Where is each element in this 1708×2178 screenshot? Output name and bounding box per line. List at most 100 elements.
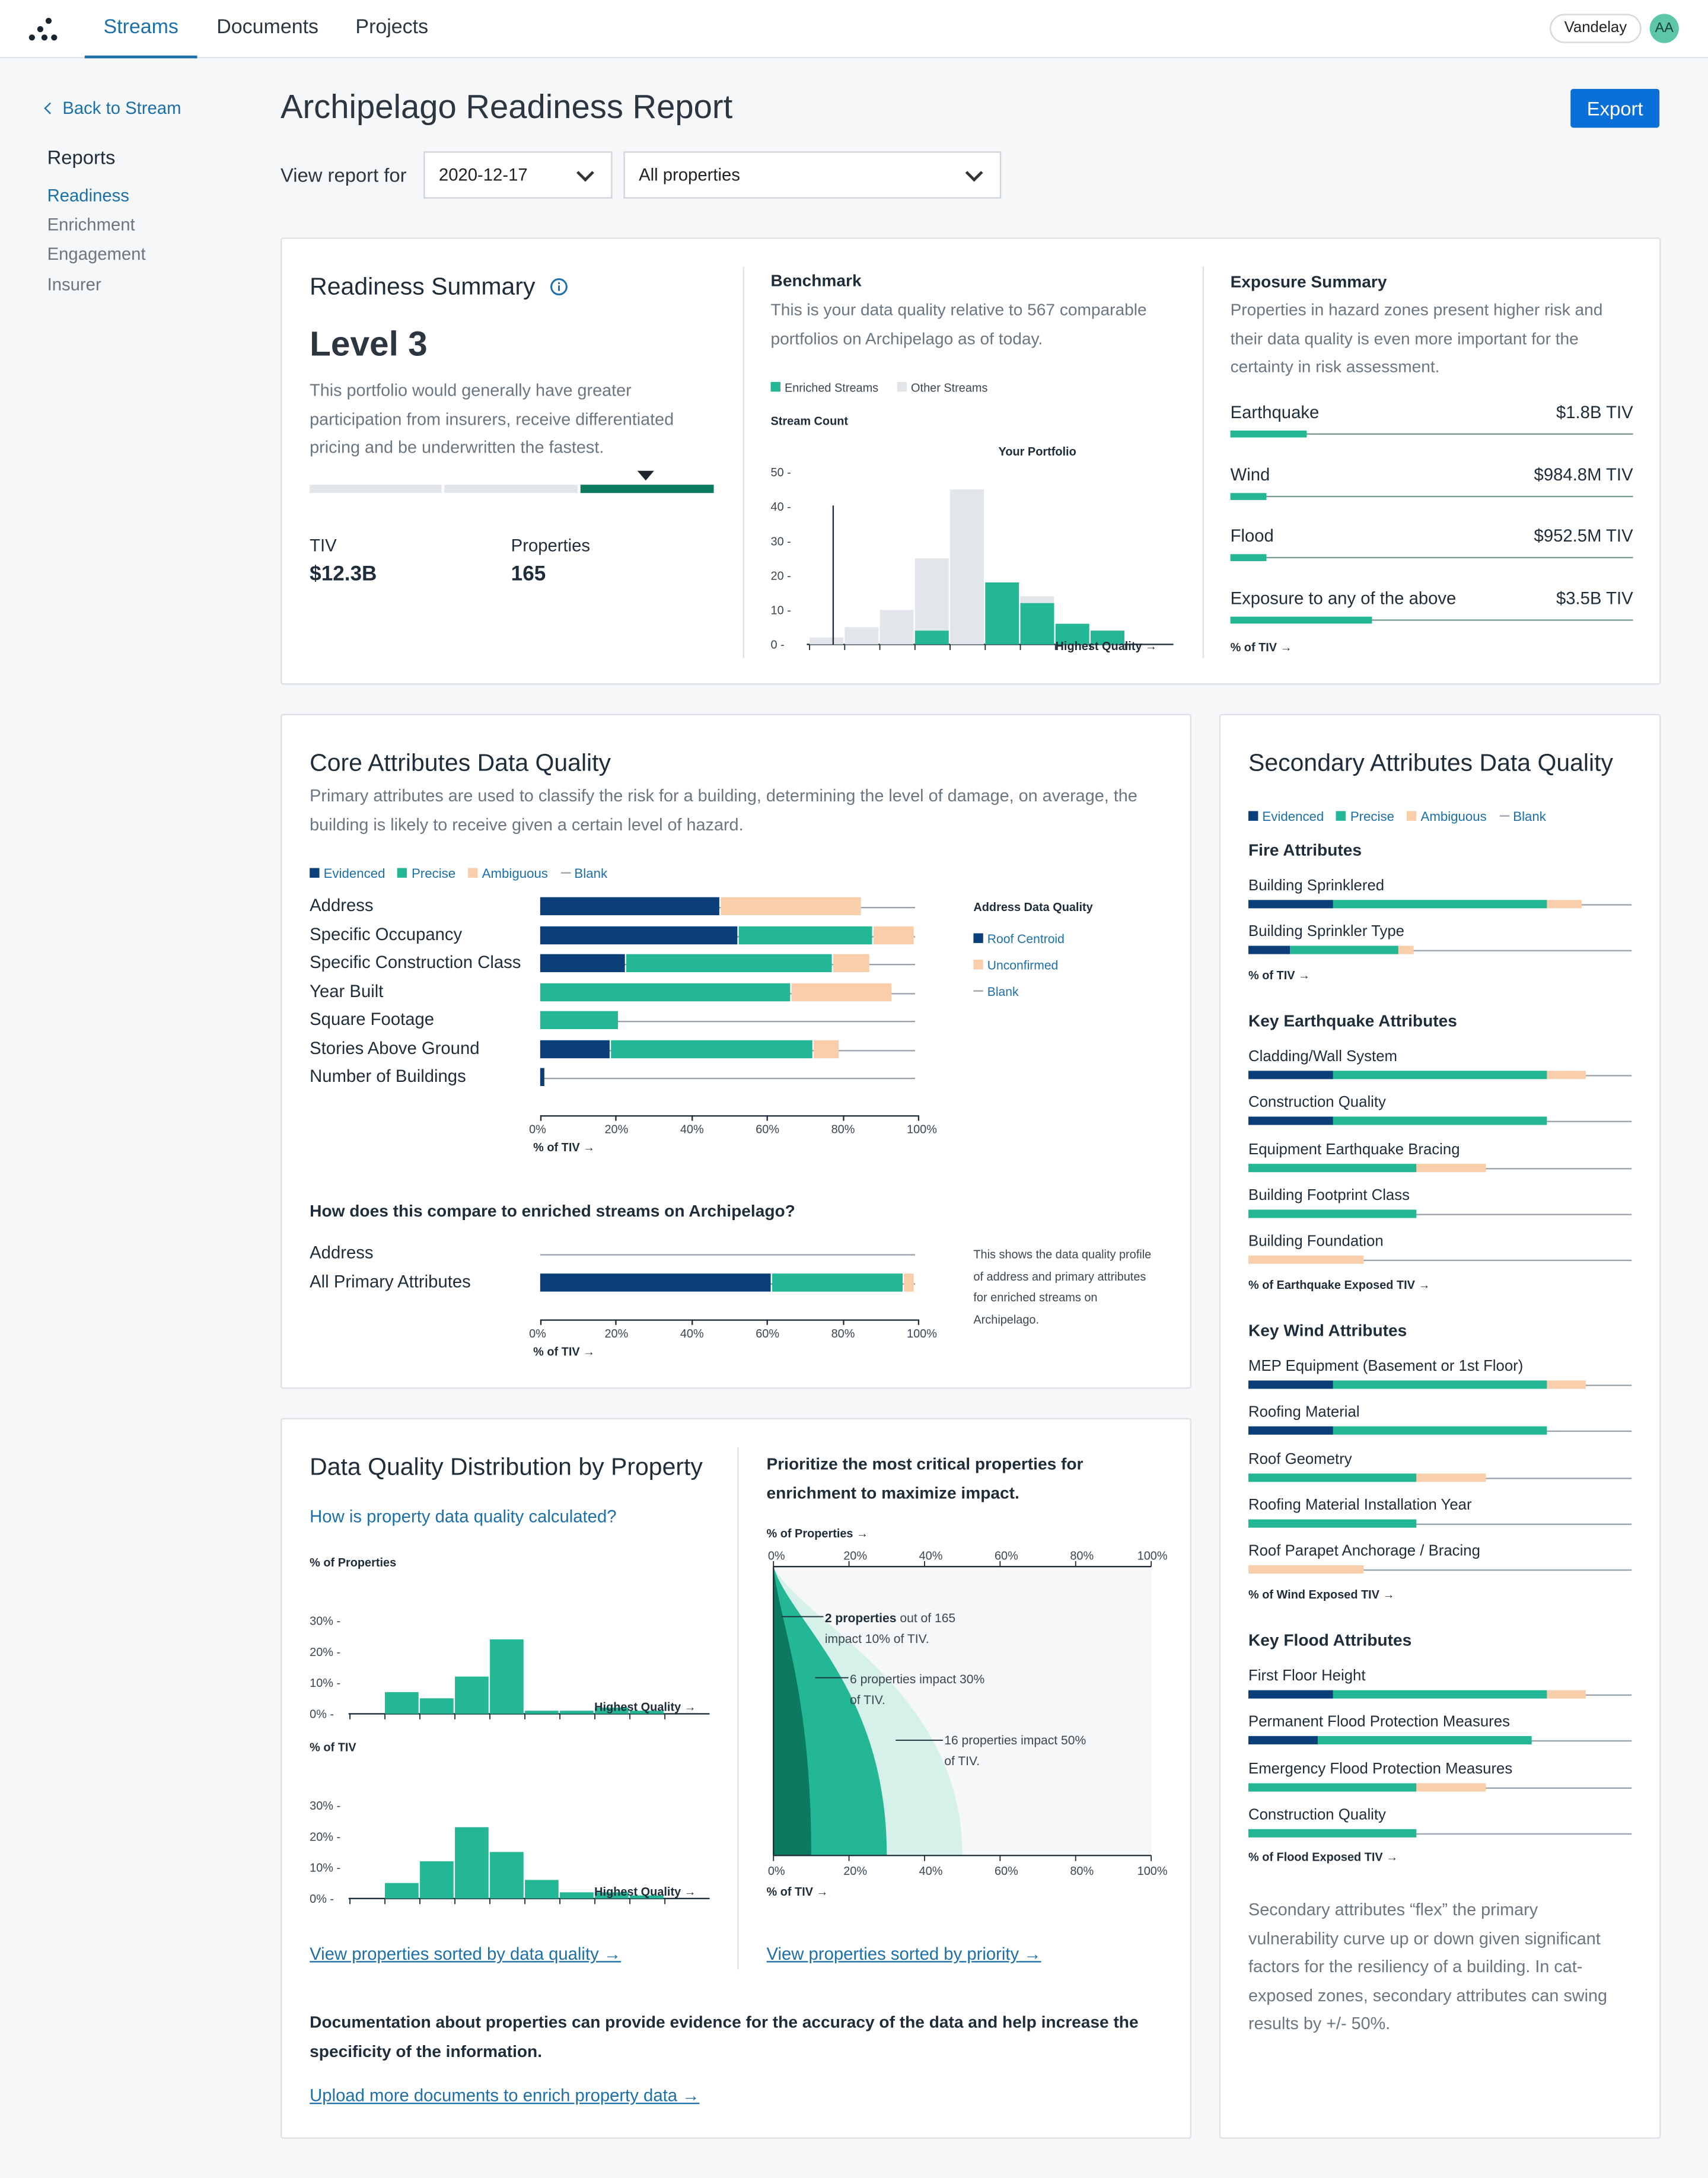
bar-segment	[772, 1272, 903, 1291]
sorted-by-priority-link[interactable]: View properties sorted by priority →	[766, 1944, 1041, 1964]
sidebar-item-enrichment[interactable]: Enrichment	[47, 215, 135, 235]
stream-count-label: Stream Count	[770, 413, 849, 428]
properties-label: Properties	[511, 536, 591, 556]
x-tick-label: 0%	[529, 1122, 546, 1136]
x-tick	[540, 1115, 542, 1121]
core-legend: Evidenced Precise Ambiguous Blank	[310, 859, 620, 884]
level-segment-3	[580, 485, 714, 493]
attribute-segment	[1333, 1117, 1548, 1126]
back-label: Back to Stream	[62, 98, 181, 119]
org-switcher[interactable]: Vandelay	[1550, 14, 1642, 43]
attribute-label: Building Sprinklered	[1248, 877, 1385, 894]
avatar[interactable]: AA	[1649, 14, 1679, 43]
upload-documents-link[interactable]: Upload more documents to enrich property…	[310, 2085, 700, 2106]
readiness-summary-title: Readiness Summary	[310, 272, 568, 301]
exposure-value: $984.8M TIV	[1534, 464, 1633, 485]
legend-blank: Blank	[973, 979, 1064, 1005]
bar-track	[540, 1254, 916, 1256]
top-tick-label: 40%	[919, 1550, 943, 1563]
exposure-label: Flood	[1230, 526, 1274, 546]
y-tick-label: 40 -	[771, 501, 791, 514]
level-description: This portfolio would generally have grea…	[310, 380, 674, 457]
attribute-track	[1248, 1214, 1632, 1215]
attribute-segment	[1317, 1736, 1532, 1745]
bar-label: Stories Above Ground	[310, 1038, 480, 1058]
y-tick-label: 10 -	[771, 604, 791, 617]
attribute-segment	[1248, 1829, 1417, 1838]
x-tick	[842, 1319, 844, 1325]
sidebar-item-insurer[interactable]: Insurer	[47, 275, 101, 295]
divider	[743, 266, 745, 658]
archipelago-logo-icon[interactable]	[28, 15, 59, 43]
hist2-xlabel: Highest Quality →	[594, 1884, 696, 1899]
attribute-track	[1248, 1523, 1632, 1525]
chevron-down-icon	[576, 164, 594, 182]
bar-label: Year Built	[310, 981, 384, 1001]
x-tick	[842, 1115, 844, 1121]
quality-calc-link[interactable]: How is property data quality calculated?	[310, 1507, 617, 1527]
bar-track	[540, 1021, 916, 1023]
exposure-title: Exposure Summary	[1230, 272, 1387, 292]
histogram-bar	[490, 1852, 524, 1899]
nav-documents[interactable]: Documents	[216, 17, 319, 39]
info-icon[interactable]	[550, 278, 568, 295]
bar-segment	[791, 982, 891, 1001]
attribute-segment	[1248, 1565, 1363, 1574]
date-value: 2020-12-17	[438, 165, 528, 185]
back-to-stream-link[interactable]: Back to Stream	[44, 98, 181, 119]
exposure-track	[1230, 619, 1633, 620]
bar-segment	[540, 1011, 618, 1030]
benchmark-legend: Enriched Streams Other Streams	[770, 374, 1000, 399]
attribute-group-title: Key Wind Attributes	[1248, 1320, 1407, 1340]
properties-histogram: 30% - 20% - 10% - 0% -	[310, 1615, 710, 1721]
attribute-segment	[1248, 1782, 1417, 1791]
annotation-10pct: 2 properties out of 165 impact 10% of TIV…	[824, 1611, 956, 1646]
y-tick-label: 10% -	[310, 1677, 340, 1690]
x-tick	[917, 1319, 920, 1325]
exposure-track	[1230, 433, 1633, 435]
axis-line	[540, 1319, 918, 1321]
property-scope-select[interactable]: All properties	[623, 151, 1002, 199]
view-report-label: View report for	[280, 164, 407, 186]
histogram-bar	[420, 1861, 454, 1899]
attribute-segment	[1248, 900, 1333, 909]
y-tick-label: 10% -	[310, 1862, 340, 1875]
secondary-legend: Evidenced Precise Ambiguous Blank	[1248, 803, 1559, 827]
x-tick	[691, 1319, 693, 1325]
date-select[interactable]: 2020-12-17	[423, 151, 613, 199]
x-tick	[917, 1115, 920, 1121]
nav-projects[interactable]: Projects	[355, 17, 429, 39]
attribute-segment	[1248, 1256, 1363, 1265]
x-tick	[691, 1115, 693, 1121]
bar-other-streams	[950, 489, 984, 645]
bottom-tick-label: 60%	[995, 1865, 1018, 1878]
prioritize-title: Prioritize the most critical properties …	[766, 1454, 1084, 1502]
bar-other-streams	[845, 627, 879, 645]
exposure-fill	[1230, 616, 1372, 623]
histogram-bar	[385, 1883, 419, 1899]
sidebar-item-engagement[interactable]: Engagement	[47, 244, 146, 264]
histogram-bar	[490, 1639, 524, 1714]
attribute-group-footnote: % of Flood Exposed TIV →	[1248, 1850, 1398, 1865]
bar-other-streams	[810, 637, 843, 645]
nav-streams[interactable]: Streams	[84, 0, 197, 59]
sidebar-item-readiness[interactable]: Readiness	[47, 186, 129, 206]
bar-label: Specific Construction Class	[310, 953, 521, 973]
address-quality-title: Address Data Quality	[973, 900, 1093, 914]
compare-x-axis: 0% 20% 40% 60% 80% 100%	[529, 1319, 937, 1340]
y-tick-label: 0% -	[310, 1708, 334, 1721]
secondary-title: Secondary Attributes Data Quality	[1248, 749, 1613, 776]
x-tick-label: 80%	[831, 1122, 855, 1136]
core-description: Primary attributes are used to classify …	[310, 786, 1137, 835]
bar-label: Specific Occupancy	[310, 924, 463, 944]
histogram-bar	[595, 1892, 629, 1899]
x-tick-label: 60%	[756, 1326, 780, 1340]
exposure-label: Earthquake	[1230, 403, 1320, 422]
x-tick-label: 100%	[906, 1326, 937, 1340]
page-title: Archipelago Readiness Report	[280, 88, 733, 127]
y-tick-label: 20 -	[771, 569, 791, 582]
sorted-by-quality-link[interactable]: View properties sorted by data quality →	[310, 1944, 622, 1964]
bar-segment	[540, 925, 738, 944]
export-button[interactable]: Export	[1570, 88, 1660, 128]
bar-segment	[874, 925, 914, 944]
